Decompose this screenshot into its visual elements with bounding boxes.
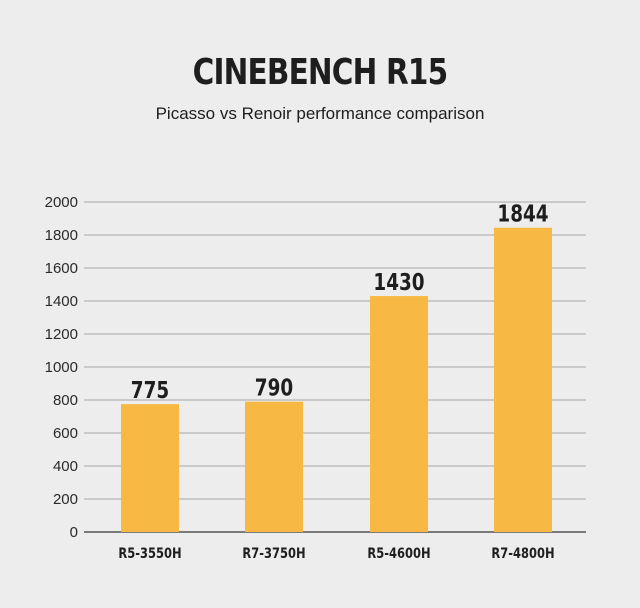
- data-label: 790: [255, 375, 293, 402]
- x-tick-label: R5-3550H: [118, 546, 181, 562]
- bar-r5-3550h: [121, 404, 179, 532]
- y-tick-label: 800: [53, 392, 78, 409]
- y-tick-label: 600: [53, 425, 78, 442]
- bar-r7-3750h: [245, 401, 303, 532]
- x-tick-label: R7-3750H: [242, 546, 305, 562]
- y-tick-label: 1800: [45, 227, 78, 244]
- x-tick-label: R7-4800H: [491, 546, 554, 562]
- data-label: 775: [131, 377, 169, 404]
- chart-title: CINEBENCH R15: [192, 52, 449, 93]
- bar-r7-4800h: [494, 227, 552, 533]
- y-tick-label: 400: [53, 458, 78, 475]
- bar-r5-4600h: [370, 296, 428, 532]
- y-tick-label: 0: [70, 524, 78, 541]
- data-label: 1430: [373, 269, 424, 296]
- y-tick-label: 1000: [45, 359, 78, 376]
- y-tick-label: 1600: [45, 260, 78, 277]
- data-label: 1844: [497, 201, 548, 228]
- x-tick-label: R5-4600H: [367, 546, 430, 562]
- y-tick-label: 200: [53, 491, 78, 508]
- y-tick-label: 2000: [45, 194, 78, 211]
- chart-subtitle: Picasso vs Renoir performance comparison: [155, 104, 485, 123]
- y-tick-label: 1400: [45, 293, 78, 310]
- y-tick-label: 1200: [45, 326, 78, 343]
